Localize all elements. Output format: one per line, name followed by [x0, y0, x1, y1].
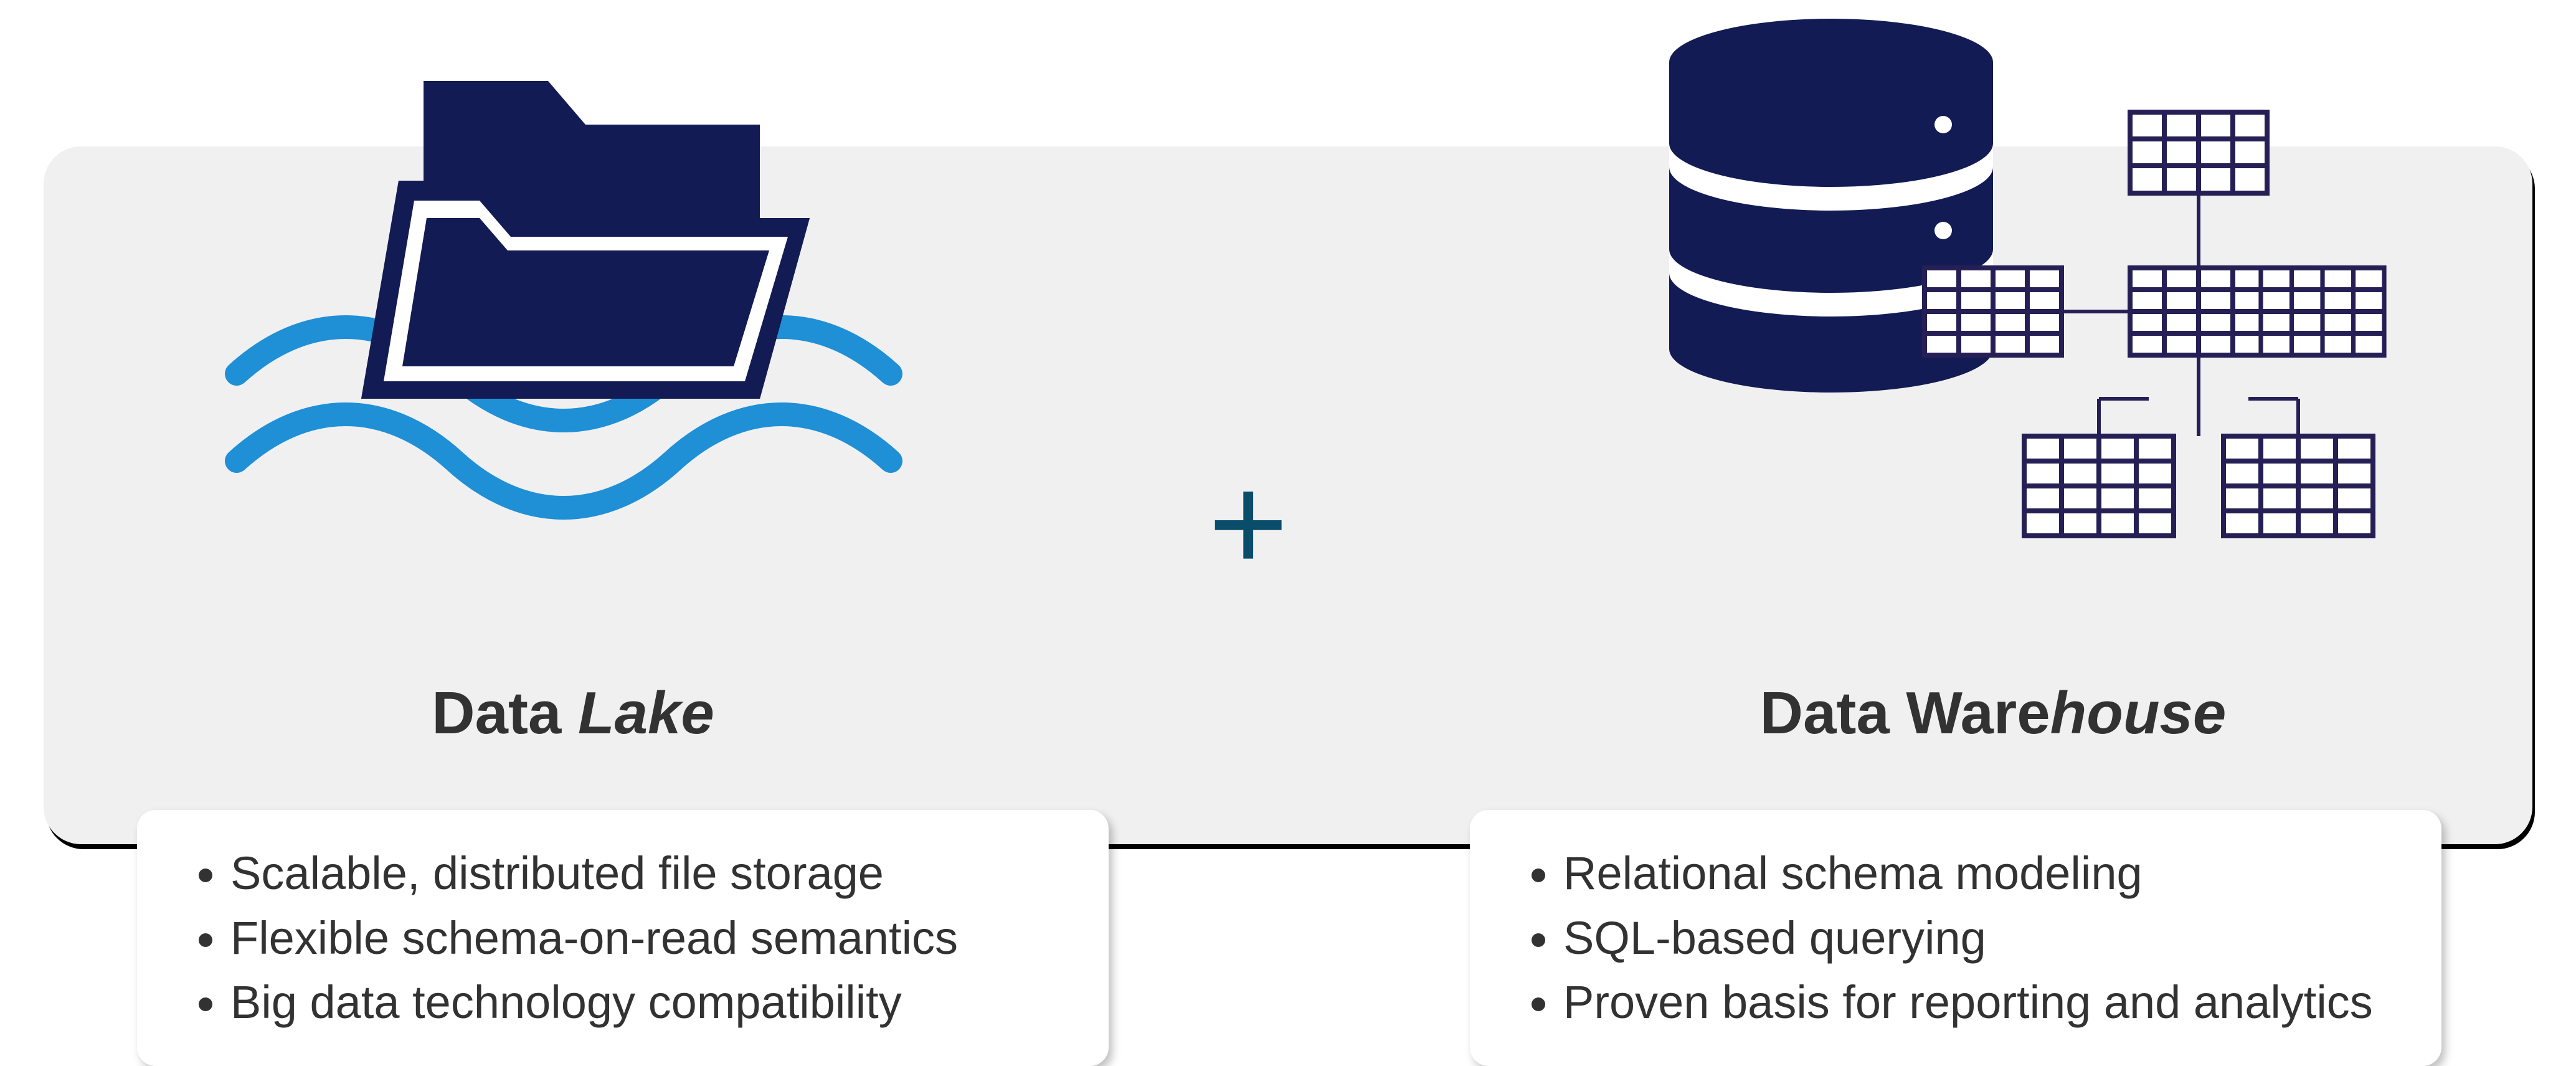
data-lake-icon-area: [44, 0, 1102, 561]
data-lake-column: Data Lake: [44, 0, 1102, 561]
data-lake-bullets: Scalable, distributed file storage Flexi…: [193, 841, 1065, 1035]
list-item: Scalable, distributed file storage: [230, 841, 1065, 906]
data-warehouse-icon-area: [1464, 0, 2522, 561]
title-text-prefix: Data Ware: [1760, 680, 2050, 746]
data-lake-bullets-card: Scalable, distributed file storage Flexi…: [137, 810, 1109, 1066]
folder-waves-icon: [199, 25, 947, 536]
data-lake-title: Data Lake: [44, 679, 1102, 748]
title-text-italic: Lake: [578, 680, 714, 746]
plus-icon: +: [1208, 455, 1288, 592]
list-item: Flexible schema-on-read semantics: [230, 906, 1065, 971]
database-schema-icon: [1588, 0, 2398, 561]
data-warehouse-bullets: Relational schema modeling SQL-based que…: [1526, 841, 2398, 1035]
list-item: Proven basis for reporting and analytics: [1563, 970, 2398, 1035]
data-warehouse-column: Data Warehouse: [1464, 0, 2522, 561]
list-item: Big data technology compatibility: [230, 970, 1065, 1035]
data-warehouse-title: Data Warehouse: [1464, 679, 2522, 748]
data-warehouse-bullets-card: Relational schema modeling SQL-based que…: [1470, 810, 2441, 1066]
list-item: Relational schema modeling: [1563, 841, 2398, 906]
list-item: SQL-based querying: [1563, 906, 2398, 971]
title-text-prefix: Data: [432, 680, 578, 746]
title-text-italic: house: [2050, 680, 2227, 746]
